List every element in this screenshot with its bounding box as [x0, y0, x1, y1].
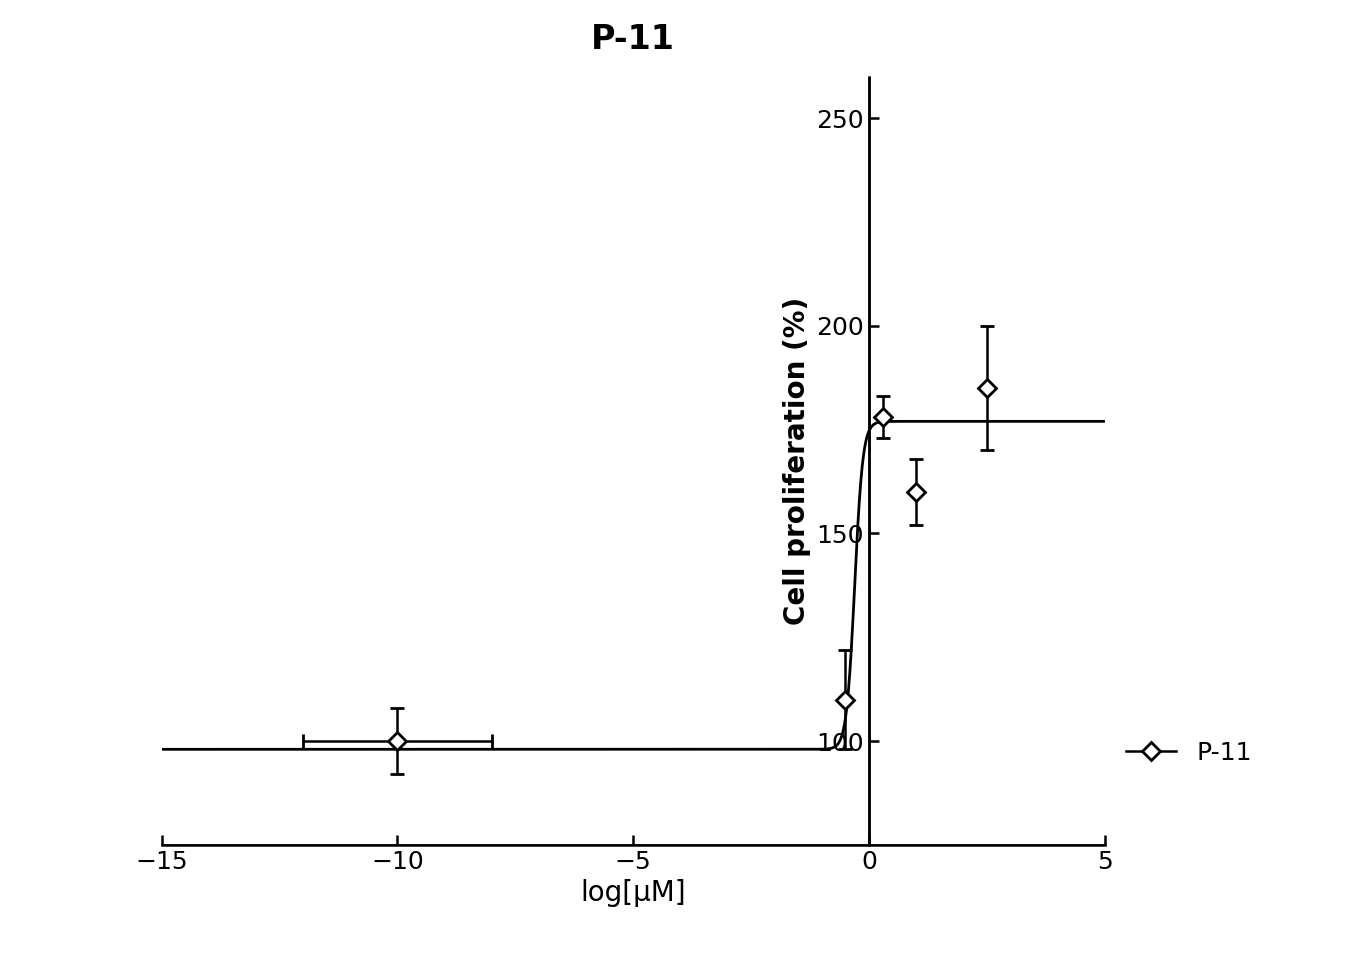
Y-axis label: Cell proliferation (%): Cell proliferation (%) [783, 297, 811, 625]
Title: P-11: P-11 [591, 23, 675, 56]
X-axis label: log[μM]: log[μM] [581, 879, 686, 907]
Legend: P-11: P-11 [1126, 741, 1251, 764]
